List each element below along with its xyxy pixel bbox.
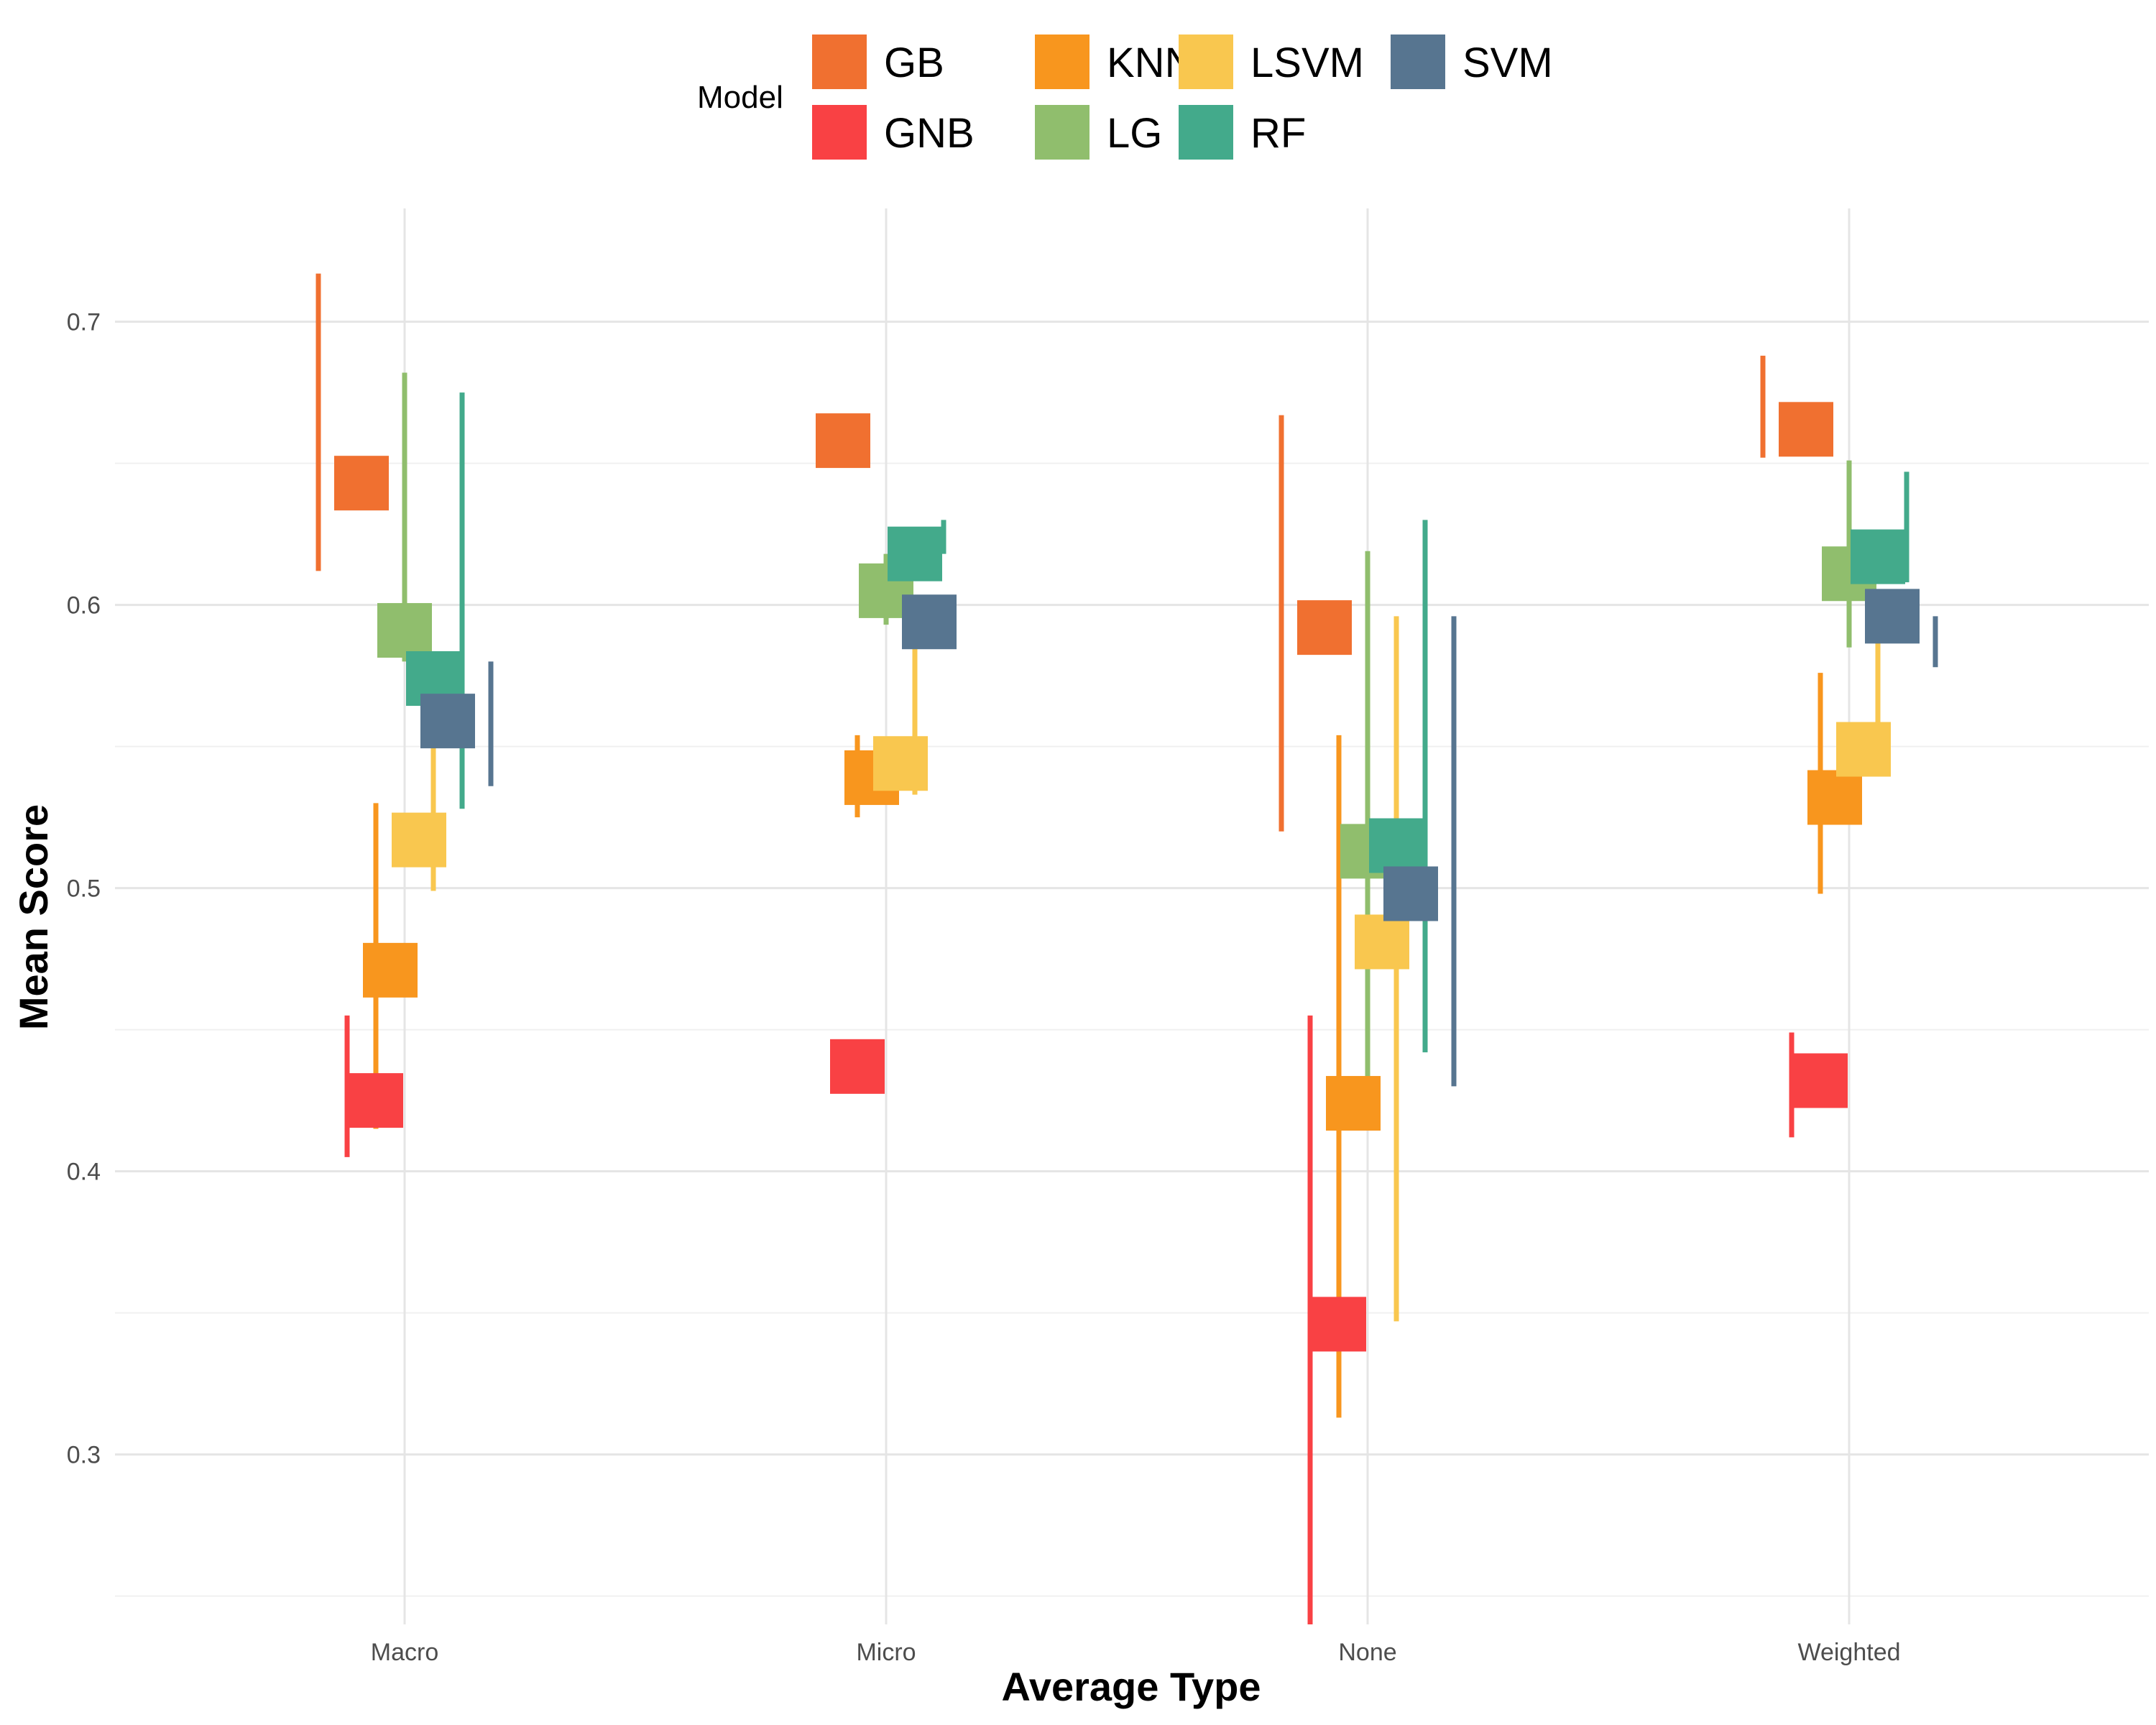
- legend-label: GB: [884, 40, 944, 86]
- x-tick-label: Macro: [371, 1639, 438, 1666]
- legend-swatch: [812, 34, 867, 89]
- y-tick-label: 0.5: [67, 875, 101, 903]
- mean-marker-gb: [1779, 402, 1833, 457]
- y-tick-label: 0.6: [67, 592, 101, 620]
- legend-swatch: [1179, 105, 1233, 160]
- legend-label: GNB: [884, 110, 975, 157]
- mean-marker-lsvm: [1836, 722, 1891, 777]
- legend-swatch: [812, 105, 867, 160]
- error-bars: [315, 273, 1938, 1624]
- y-tick-label: 0.7: [67, 309, 101, 336]
- legend-title: Model: [697, 80, 783, 115]
- gridlines: [115, 208, 2149, 1624]
- mean-marker-lsvm: [873, 736, 928, 791]
- mean-marker-lsvm: [1355, 914, 1409, 970]
- mean-marker-gnb: [1312, 1297, 1366, 1352]
- x-tick-label: Micro: [856, 1639, 916, 1666]
- x-tick-label: Weighted: [1797, 1639, 1900, 1666]
- mean-marker-lsvm: [392, 812, 446, 868]
- mean-marker-gnb: [830, 1039, 885, 1094]
- mean-marker-gb: [334, 456, 389, 511]
- legend: GB GNB KNN LG LSVM RF SVM: [812, 34, 1553, 160]
- legend-item-lg: LG: [1035, 105, 1162, 160]
- mean-marker-gb: [1297, 600, 1352, 656]
- y-tick-label: 0.4: [67, 1159, 101, 1186]
- legend-item-lsvm: LSVM: [1179, 34, 1364, 89]
- mean-marker-knn: [363, 942, 418, 998]
- legend-swatch: [1035, 105, 1089, 160]
- mean-marker-rf: [1851, 529, 1905, 584]
- legend-item-gnb: GNB: [812, 105, 975, 160]
- legend-swatch: [1179, 34, 1233, 89]
- mean-marker-knn: [1326, 1076, 1381, 1131]
- legend-item-knn: KNN: [1035, 34, 1194, 89]
- legend-label: LG: [1107, 110, 1162, 157]
- mean-marker-svm: [1383, 866, 1438, 921]
- legend-swatch: [1035, 34, 1089, 89]
- mean-marker-gb: [816, 413, 870, 469]
- x-axis-title: Average Type: [1001, 1664, 1261, 1709]
- legend-item-svm: SVM: [1391, 34, 1553, 89]
- mean-marker-lg: [377, 603, 432, 658]
- y-tick-labels: 0.3 0.4 0.5 0.6 0.7: [67, 309, 101, 1469]
- x-tick-label: None: [1338, 1639, 1396, 1666]
- y-tick-label: 0.3: [67, 1442, 101, 1469]
- legend-label: SVM: [1462, 40, 1553, 86]
- mean-marker-knn: [1807, 770, 1862, 825]
- legend-item-gb: GB: [812, 34, 944, 89]
- mean-marker-gnb: [1793, 1053, 1848, 1108]
- mean-marker-gnb: [349, 1073, 403, 1128]
- y-axis-title: Mean Score: [11, 804, 56, 1030]
- legend-label: RF: [1250, 110, 1306, 157]
- mean-marker-rf: [888, 526, 942, 581]
- mean-marker-svm: [420, 694, 475, 749]
- legend-label: LSVM: [1250, 40, 1364, 86]
- mean-marker-svm: [902, 594, 957, 650]
- x-tick-labels: Macro Micro None Weighted: [371, 1639, 1901, 1666]
- legend-swatch: [1391, 34, 1445, 89]
- mean-markers: [334, 402, 1920, 1352]
- legend-item-rf: RF: [1179, 105, 1306, 160]
- mean-marker-svm: [1865, 589, 1920, 644]
- mean-marker-rf: [1369, 818, 1424, 873]
